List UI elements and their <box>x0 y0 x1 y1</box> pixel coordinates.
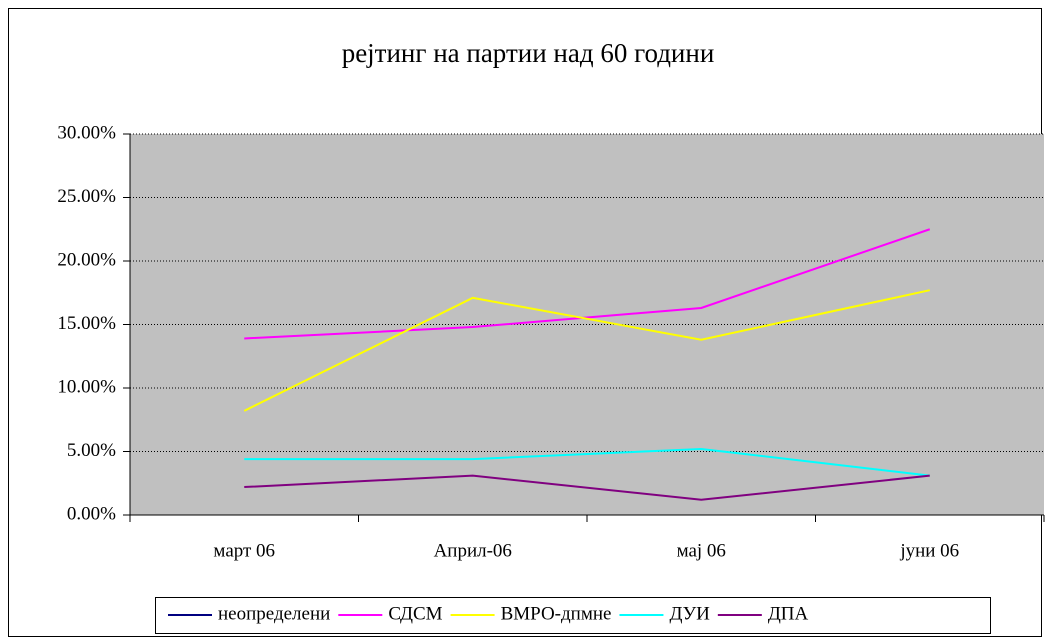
legend-label: неопределени <box>218 603 330 624</box>
y-tick-label: 10.00% <box>57 376 116 397</box>
y-tick-label: 0.00% <box>67 503 116 524</box>
x-tick-label: март 06 <box>213 540 275 561</box>
x-tick-label: Април-06 <box>434 540 512 561</box>
x-tick-label: јуни 06 <box>899 540 959 561</box>
legend-box <box>155 597 991 634</box>
y-tick-label: 15.00% <box>57 313 116 334</box>
series-line <box>244 447 930 477</box>
legend-label: СДСМ <box>388 603 442 624</box>
y-tick-label: 5.00% <box>67 440 116 461</box>
series-line <box>244 474 930 501</box>
y-tick-label: 30.00% <box>57 122 116 143</box>
chart-title: рејтинг на партии над 60 години <box>342 38 715 68</box>
legend-label: ДПА <box>768 603 809 624</box>
legend-label: ВМРО-дпмне <box>501 603 612 624</box>
series-line <box>244 228 931 340</box>
series-line <box>243 289 930 412</box>
legend-label: ДУИ <box>669 603 710 624</box>
y-tick-label: 25.00% <box>57 186 116 207</box>
x-tick-label: мај 06 <box>677 540 726 561</box>
y-tick-label: 20.00% <box>57 249 116 270</box>
